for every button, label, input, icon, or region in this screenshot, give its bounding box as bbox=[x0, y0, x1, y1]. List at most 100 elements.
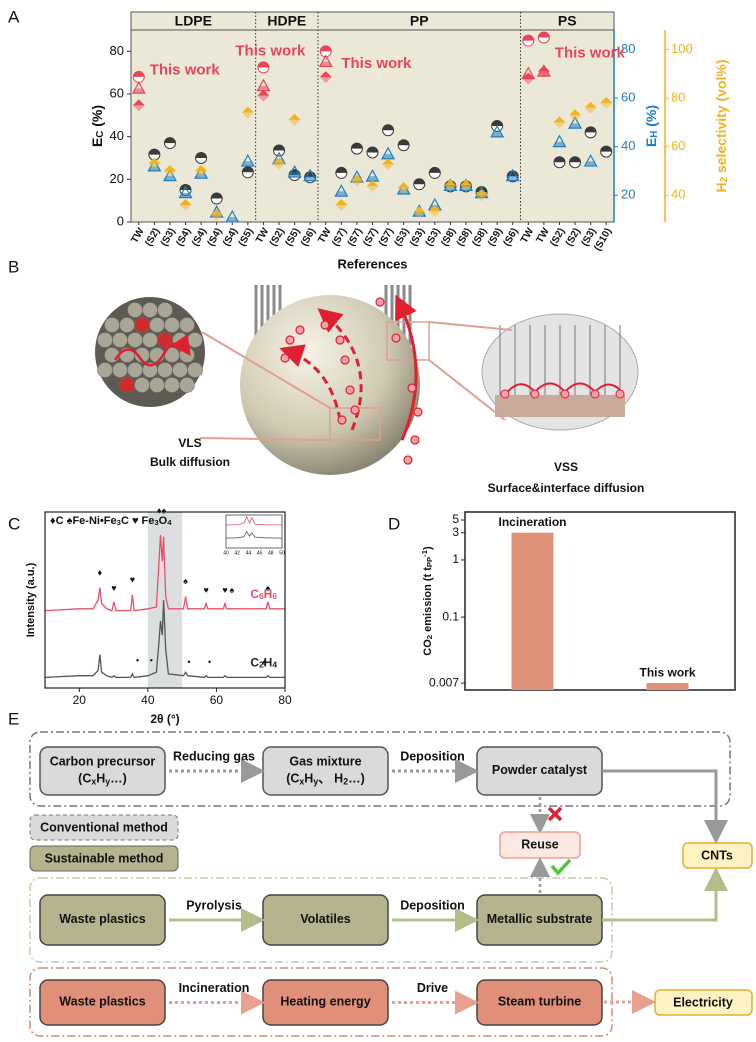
marker-fill bbox=[382, 124, 394, 131]
text-part: (%) bbox=[89, 105, 105, 131]
marker-fill bbox=[350, 180, 363, 187]
marker-fill bbox=[600, 146, 612, 152]
marker-fill bbox=[397, 189, 410, 194]
x-tick-label: (S8) bbox=[439, 226, 458, 248]
carbon-atom bbox=[375, 297, 385, 307]
marker-fill bbox=[397, 181, 410, 188]
text-part: 2θ (°) bbox=[150, 712, 179, 726]
y2-tick-label: 60 bbox=[621, 89, 635, 104]
carbon-atom bbox=[295, 325, 305, 335]
process-node bbox=[39, 746, 166, 796]
marker-fill bbox=[491, 132, 504, 137]
marker-fill bbox=[335, 198, 348, 205]
xrd-line bbox=[44, 534, 285, 612]
data-point bbox=[553, 116, 566, 129]
atom bbox=[112, 332, 128, 348]
text-part: Waste plastics bbox=[59, 995, 145, 1009]
text-part: Metallic substrate bbox=[487, 912, 593, 926]
mechanism-label: VSS bbox=[554, 460, 578, 474]
subscript: C bbox=[95, 131, 106, 138]
legend-label: Conventional method bbox=[40, 820, 168, 834]
series-label: C6H6 bbox=[250, 587, 277, 601]
peak-mark: ♦♠ bbox=[157, 506, 167, 516]
data-point bbox=[382, 124, 395, 137]
marker-fill bbox=[522, 35, 534, 41]
peak-mark: • bbox=[136, 655, 139, 665]
marker-fill bbox=[257, 61, 269, 68]
marker-fill bbox=[367, 146, 378, 153]
text-part: Steam turbine bbox=[498, 995, 581, 1009]
inset-tick-label: 50 bbox=[279, 550, 285, 556]
marker-fill bbox=[148, 157, 161, 164]
text-part: Heating energy bbox=[280, 995, 370, 1009]
carbon-atom bbox=[335, 335, 345, 345]
text-part: selectivity (vol%) bbox=[713, 59, 729, 177]
marker-fill bbox=[429, 167, 441, 173]
x-tick-label: (S7) bbox=[361, 226, 380, 248]
marker-fill bbox=[584, 107, 597, 114]
data-point bbox=[584, 101, 597, 114]
atom bbox=[97, 332, 113, 348]
data-point bbox=[396, 181, 411, 195]
x-tick-label: (S8) bbox=[455, 226, 474, 248]
text-part: (C bbox=[286, 772, 299, 786]
subscript: 2 bbox=[259, 660, 264, 670]
data-point bbox=[600, 96, 613, 109]
marker-fill bbox=[179, 204, 192, 211]
panel-label: D bbox=[388, 514, 400, 533]
text-part: (C bbox=[78, 772, 91, 786]
process-node bbox=[39, 894, 166, 946]
atom bbox=[187, 362, 203, 378]
plot-frame bbox=[44, 511, 286, 689]
marker-fill bbox=[195, 152, 207, 158]
subscript: x bbox=[299, 776, 304, 786]
marker-body bbox=[318, 54, 333, 67]
output-node bbox=[654, 989, 753, 1016]
subscript: 2 bbox=[719, 176, 730, 182]
marker-fill bbox=[553, 116, 566, 123]
data-point bbox=[428, 205, 441, 218]
atom bbox=[127, 302, 143, 318]
marker-fill bbox=[211, 193, 223, 199]
legend-sustainable bbox=[29, 845, 179, 872]
x-tick-label: (S9) bbox=[486, 226, 505, 248]
marker-body bbox=[334, 184, 349, 197]
marker-fill bbox=[444, 185, 457, 191]
carbon-atom bbox=[340, 355, 350, 365]
marker-fill bbox=[257, 95, 270, 102]
marker-body bbox=[225, 209, 240, 223]
data-point bbox=[179, 198, 192, 211]
panel-label: A bbox=[8, 7, 20, 26]
atom bbox=[134, 317, 150, 333]
superscript: -1 bbox=[420, 549, 429, 557]
data-point bbox=[162, 168, 177, 182]
marker-fill bbox=[257, 85, 270, 91]
carbon-atom bbox=[500, 389, 510, 399]
peak-mark: ♠ bbox=[262, 657, 267, 667]
marker-fill bbox=[569, 156, 581, 163]
xrd-line bbox=[44, 599, 285, 679]
marker-fill bbox=[320, 45, 332, 52]
text-part: O bbox=[159, 515, 168, 527]
data-point bbox=[288, 113, 301, 126]
conventional-group bbox=[29, 731, 731, 807]
data-point bbox=[397, 139, 410, 152]
marker-body bbox=[178, 185, 193, 199]
y-tick-label: 40 bbox=[110, 128, 124, 143]
marker-body bbox=[552, 134, 567, 148]
peak-mark: ♥ bbox=[203, 585, 208, 595]
marker-fill bbox=[319, 77, 332, 84]
marker-body bbox=[490, 124, 505, 138]
atom bbox=[104, 317, 120, 333]
x-tick-label: (S6) bbox=[502, 226, 521, 248]
zoom-line bbox=[201, 331, 331, 409]
y-axis-title: Intensity (a.u.) bbox=[25, 562, 37, 637]
atom bbox=[149, 377, 165, 393]
marker-fill bbox=[195, 170, 208, 177]
marker-fill bbox=[444, 185, 457, 192]
x-tick-label: TW bbox=[519, 226, 537, 245]
data-point bbox=[163, 137, 176, 150]
edge-label: Pyrolysis bbox=[186, 898, 242, 912]
bar-label: This work bbox=[639, 665, 695, 679]
